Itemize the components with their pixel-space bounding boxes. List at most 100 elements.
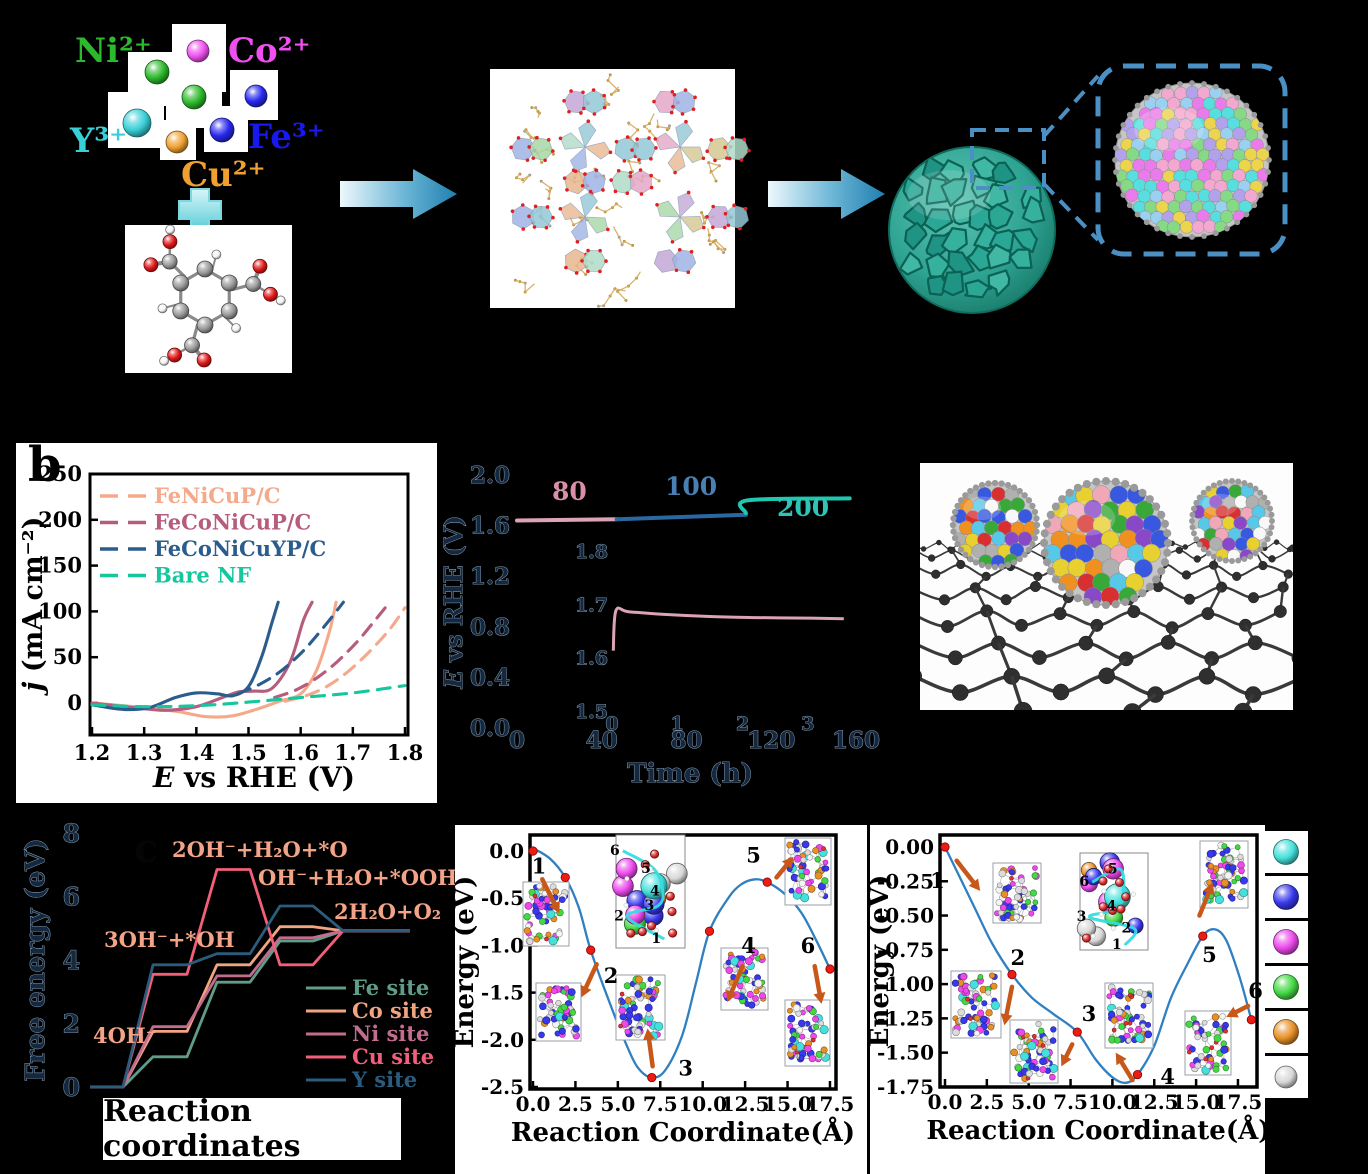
svg-text:10.0: 10.0 bbox=[1088, 1090, 1137, 1114]
svg-text:3: 3 bbox=[678, 1056, 693, 1081]
svg-text:160: 160 bbox=[832, 727, 880, 754]
graphene-render-image bbox=[901, 463, 1314, 742]
svg-text:10.0: 10.0 bbox=[678, 1092, 727, 1116]
svg-text:Cu site: Cu site bbox=[352, 1044, 434, 1069]
lsv-series bbox=[236, 600, 345, 696]
svg-text:Reaction Coordinate(Å): Reaction Coordinate(Å) bbox=[926, 1115, 1265, 1146]
zoom-target-box bbox=[1095, 63, 1288, 257]
pathway-d-chart: 0.0 2.5 5.0 7.5 10.012.515.017.5 0.0 -0.5 -1.0 -… bbox=[450, 833, 855, 1148]
free-energy-series bbox=[90, 904, 410, 1089]
synthesis-scheme: Ni²⁺ Co²⁺Y³⁺ Fe³⁺Cu²⁺ bbox=[69, 24, 1288, 373]
lsv-series bbox=[283, 606, 407, 703]
energy-point bbox=[1198, 931, 1208, 941]
atom-color-legend bbox=[1262, 831, 1314, 1111]
stability-segment bbox=[614, 512, 748, 522]
svg-text:1.5: 1.5 bbox=[230, 740, 267, 765]
graphene-render bbox=[901, 463, 1314, 742]
svg-text:7.5: 7.5 bbox=[643, 1092, 678, 1116]
svg-text:5: 5 bbox=[1108, 861, 1118, 877]
svg-text:-1.5: -1.5 bbox=[481, 981, 524, 1005]
svg-text:15.0: 15.0 bbox=[1172, 1090, 1221, 1114]
svg-text:8: 8 bbox=[63, 819, 80, 848]
svg-text:3OH⁻+*OH: 3OH⁻+*OH bbox=[104, 927, 235, 952]
svg-text:6: 6 bbox=[610, 843, 620, 859]
svg-text:-0.5: -0.5 bbox=[481, 886, 524, 910]
svg-text:100: 100 bbox=[665, 472, 717, 501]
svg-text:200: 200 bbox=[777, 493, 829, 522]
svg-text:4: 4 bbox=[650, 884, 660, 900]
plus-icon bbox=[178, 188, 222, 232]
svg-text:12.5: 12.5 bbox=[1130, 1090, 1179, 1114]
energy-point bbox=[1007, 969, 1017, 980]
svg-text:4OH⁻: 4OH⁻ bbox=[93, 1023, 157, 1048]
lsv-series bbox=[273, 604, 389, 700]
svg-text:1.3: 1.3 bbox=[126, 740, 163, 765]
svg-text:OH⁻+H₂O+*OOH: OH⁻+H₂O+*OOH bbox=[258, 865, 455, 890]
arrow-right-icon bbox=[768, 169, 885, 219]
svg-text:6: 6 bbox=[801, 933, 816, 958]
zoom-source-box bbox=[970, 128, 1046, 190]
svg-text:0: 0 bbox=[509, 727, 525, 754]
svg-text:2.0: 2.0 bbox=[470, 462, 510, 489]
svg-text:-0.50: -0.50 bbox=[877, 904, 934, 928]
svg-text:Bare NF: Bare NF bbox=[154, 563, 251, 588]
svg-text:Fe site: Fe site bbox=[352, 975, 429, 1000]
svg-text:100: 100 bbox=[38, 598, 82, 623]
svg-text:1.4: 1.4 bbox=[178, 740, 215, 765]
svg-text:FeNiCuP/C: FeNiCuP/C bbox=[154, 483, 280, 508]
free-energy-series bbox=[90, 929, 410, 1089]
svg-text:2: 2 bbox=[604, 963, 619, 988]
svg-text:E vs RHE (V): E vs RHE (V) bbox=[440, 515, 468, 689]
svg-text:-1.50: -1.50 bbox=[877, 1041, 934, 1065]
panel-label-b: b bbox=[28, 437, 62, 493]
svg-text:2.5: 2.5 bbox=[969, 1090, 1004, 1114]
svg-text:2: 2 bbox=[614, 908, 624, 924]
svg-text:0: 0 bbox=[67, 690, 82, 715]
svg-text:1.8: 1.8 bbox=[387, 740, 424, 765]
svg-text:0.00: 0.00 bbox=[885, 835, 934, 859]
svg-text:1.7: 1.7 bbox=[335, 740, 372, 765]
svg-text:2: 2 bbox=[736, 713, 749, 735]
svg-text:E vs RHE (V): E vs RHE (V) bbox=[152, 761, 355, 794]
svg-text:-1.0: -1.0 bbox=[481, 933, 524, 957]
svg-text:1.8: 1.8 bbox=[575, 541, 608, 563]
svg-text:Ni site: Ni site bbox=[352, 1021, 429, 1046]
svg-text:1: 1 bbox=[671, 713, 684, 735]
svg-text:6: 6 bbox=[1248, 978, 1263, 1003]
svg-text:250: 250 bbox=[38, 461, 82, 486]
svg-text:0.4: 0.4 bbox=[470, 664, 510, 691]
svg-text:80: 80 bbox=[552, 477, 587, 506]
atom-color-legend-spheres bbox=[1264, 831, 1308, 1098]
svg-text:FeCoNiCuYP/C: FeCoNiCuYP/C bbox=[154, 536, 326, 561]
lsv-series bbox=[90, 600, 314, 712]
svg-text:5.0: 5.0 bbox=[1011, 1090, 1046, 1114]
svg-text:17.5: 17.5 bbox=[806, 1092, 855, 1116]
ion-label: Y³⁺ bbox=[69, 121, 127, 161]
energy-point bbox=[528, 846, 538, 856]
svg-text:0.0: 0.0 bbox=[928, 1090, 963, 1114]
reaction-coordinates-box: Reaction coordinates bbox=[103, 1094, 401, 1164]
svg-text:1.6: 1.6 bbox=[575, 648, 608, 670]
stability-segment bbox=[737, 496, 852, 515]
svg-text:j (mA cm⁻²): j (mA cm⁻²) bbox=[18, 517, 49, 697]
svg-text:-0.75: -0.75 bbox=[877, 938, 934, 962]
svg-text:120: 120 bbox=[747, 727, 795, 754]
svg-text:5: 5 bbox=[746, 842, 761, 867]
panel-label-c: c bbox=[134, 825, 159, 872]
svg-text:5: 5 bbox=[1202, 942, 1217, 967]
arrow-right-icon bbox=[340, 169, 457, 219]
svg-text:1.6: 1.6 bbox=[470, 513, 510, 540]
svg-text:-0.25: -0.25 bbox=[877, 869, 934, 893]
ion-label: Co²⁺ bbox=[228, 31, 311, 71]
svg-text:40: 40 bbox=[586, 727, 618, 754]
svg-text:2: 2 bbox=[1011, 945, 1026, 970]
svg-text:FeCoNiCuP/C: FeCoNiCuP/C bbox=[154, 510, 311, 535]
svg-text:1.2: 1.2 bbox=[470, 563, 510, 590]
svg-text:12.5: 12.5 bbox=[721, 1092, 770, 1116]
svg-text:2: 2 bbox=[63, 1010, 80, 1039]
svg-text:3: 3 bbox=[645, 898, 655, 914]
energy-point bbox=[940, 842, 950, 852]
ion-label: Fe³⁺ bbox=[248, 117, 325, 157]
svg-text:0.8: 0.8 bbox=[470, 614, 510, 641]
mof-structure-image bbox=[490, 69, 735, 308]
